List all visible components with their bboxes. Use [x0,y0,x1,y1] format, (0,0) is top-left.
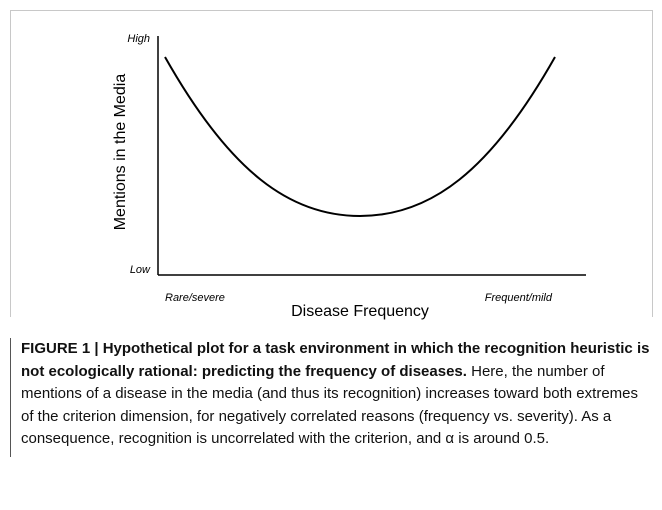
figure-frame [10,10,653,317]
x-left-label: Rare/severe [165,292,225,304]
caption-label: FIGURE 1 | Hypothetical plot for a task … [21,340,650,380]
caption: FIGURE 1 | Hypothetical plot for a task … [10,338,653,457]
caption-text: Here, the number of mentions of a diseas… [21,362,638,448]
y-high-label: High [127,33,150,45]
x-axis-title: Disease Frequency [291,303,429,320]
figure-plot: High Low Mentions in the Media Rare/seve… [112,33,586,320]
x-right-label: Frequent/mild [485,292,553,304]
u-curve [164,56,556,218]
y-low-label: Low [130,264,151,276]
y-axis-title: Mentions in the Media [112,74,129,231]
